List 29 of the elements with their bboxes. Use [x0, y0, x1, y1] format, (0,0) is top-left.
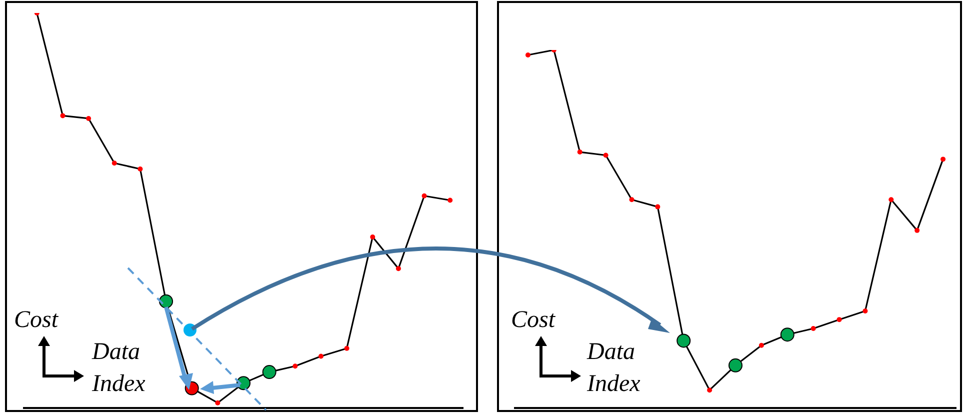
point	[138, 166, 143, 172]
point	[940, 156, 946, 162]
point	[370, 234, 376, 240]
point	[603, 152, 608, 158]
point	[60, 113, 66, 118]
point	[86, 116, 92, 121]
point	[655, 204, 660, 210]
point	[112, 160, 117, 166]
point	[707, 388, 712, 393]
point	[629, 197, 634, 202]
point	[318, 354, 324, 359]
x-axis-title: Data Index	[587, 338, 640, 400]
point	[758, 342, 764, 348]
point	[422, 193, 427, 198]
point	[396, 266, 401, 272]
point	[888, 197, 894, 202]
y-axis-title: Cost	[511, 307, 556, 333]
point	[862, 308, 868, 314]
point	[525, 52, 530, 58]
point	[292, 364, 298, 369]
point	[448, 198, 453, 203]
point	[914, 228, 920, 233]
point	[215, 400, 220, 406]
point	[810, 326, 816, 332]
point	[577, 150, 582, 155]
point	[836, 317, 842, 322]
point	[344, 346, 350, 351]
y-axis-title: Cost	[14, 307, 58, 333]
x-axis-title: Data Index	[92, 338, 146, 400]
